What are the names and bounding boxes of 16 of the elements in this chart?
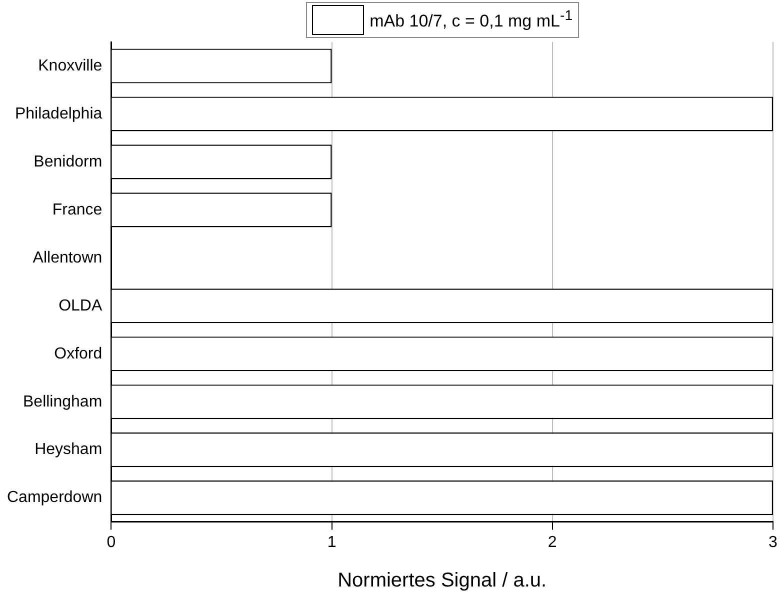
x-tick-label: 1 xyxy=(327,534,336,551)
y-tick-label: Knoxville xyxy=(38,57,102,74)
x-tick-label: 0 xyxy=(106,534,116,551)
y-tick-label: Oxford xyxy=(54,345,102,362)
y-tick-label: Allentown xyxy=(32,249,102,266)
y-tick-label: Philadelphia xyxy=(14,105,102,122)
y-tick-label: Heysham xyxy=(34,441,102,458)
y-tick-label: France xyxy=(52,201,102,218)
y-tick-label: Bellingham xyxy=(23,393,102,410)
x-tick-label: 2 xyxy=(548,534,557,551)
x-tick-label: 3 xyxy=(768,534,778,551)
y-tick-label: OLDA xyxy=(58,297,102,314)
y-tick-label: Camperdown xyxy=(7,489,102,506)
x-axis-title: Normiertes Signal / a.u. xyxy=(338,570,547,592)
y-tick-label: Benidorm xyxy=(34,153,102,170)
text: mAb 10/7, c = 0,1 mg mL$^{-1}$ xyxy=(370,8,573,32)
